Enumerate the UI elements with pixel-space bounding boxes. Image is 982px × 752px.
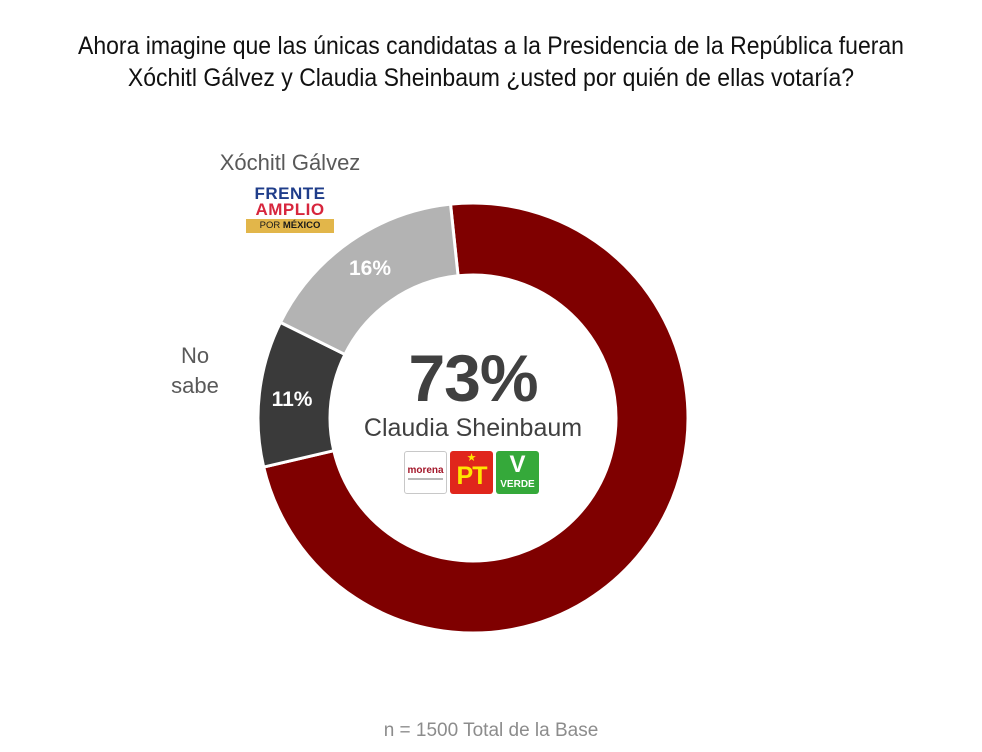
no-sabe-label: No sabe — [171, 343, 219, 398]
xochitl-percent: 16% — [348, 257, 392, 280]
segment-xochitl — [278, 202, 460, 357]
xochitl-label: Xóchitl Gálvez — [219, 150, 361, 175]
check-v-icon: V — [509, 451, 526, 478]
segment-claudia — [261, 201, 690, 635]
claudia-label: Claudia Sheinbaum — [363, 414, 583, 442]
no-sabe-percent: 11% — [271, 388, 313, 411]
morena-logo: morena — [404, 451, 447, 494]
party-logos: morena ★ PT V VERDE — [404, 451, 539, 496]
title-line-1: Ahora imagine que las únicas candidatas … — [78, 32, 904, 60]
verde-logo: V VERDE — [496, 451, 539, 494]
frente-amplio-logo: FRENTE AMPLIO POR MÉXICO — [246, 185, 334, 236]
star-icon: ★ — [466, 452, 477, 464]
claudia-percent: 73% — [408, 341, 538, 415]
pt-logo: ★ PT — [450, 451, 493, 494]
donut-segments — [256, 201, 690, 635]
sample-note: n = 1500 Total de la Base — [383, 720, 599, 741]
title-line-2: Xóchitl Gálvez y Claudia Sheinbaum ¿uste… — [127, 64, 855, 92]
chart-title: Ahora imagine que las únicas candidatas … — [39, 30, 942, 94]
